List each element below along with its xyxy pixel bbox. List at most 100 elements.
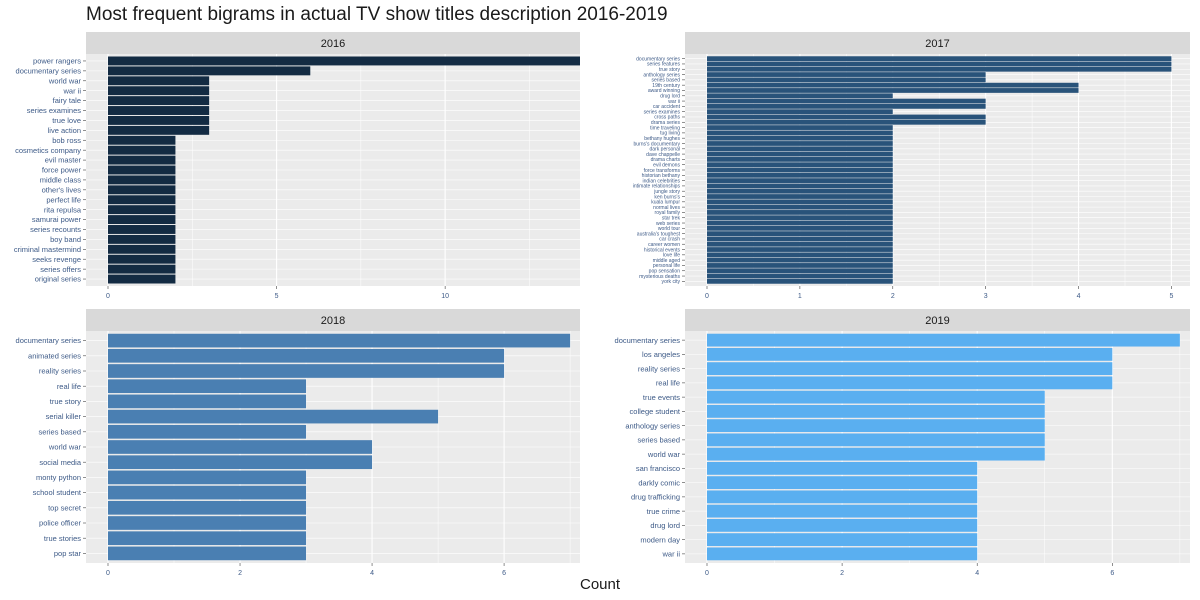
y-tick-label: evil master [45, 156, 82, 165]
bar [707, 547, 978, 561]
bar [707, 347, 1113, 361]
y-tick-label: drama charts [651, 157, 681, 163]
bar [108, 364, 505, 378]
facet-strip-label: 2019 [925, 315, 949, 327]
y-tick-label: tug living [660, 131, 680, 137]
facet-panel-2019: 2019 0 2 4 6 documentary series los angeles rea… [615, 309, 1190, 577]
bar [707, 72, 986, 77]
bar [108, 215, 176, 225]
bar [707, 390, 1045, 404]
bar [707, 88, 1079, 93]
bar [707, 188, 893, 194]
y-tick-label: burns's documentary [633, 141, 680, 147]
y-tick-label: war ii [668, 99, 680, 105]
bar [108, 500, 307, 515]
x-tick-label: 5 [1169, 293, 1173, 300]
y-tick-label: true crime [647, 507, 680, 516]
y-tick-label: rita repulsa [44, 205, 82, 214]
y-tick-label: world war [48, 76, 82, 85]
y-tick-label: san francisco [636, 464, 680, 473]
y-tick-label: reality series [638, 364, 680, 373]
y-tick-label: true story [50, 397, 82, 406]
y-tick-label: drug lord [650, 521, 680, 530]
y-tick-label: series based [651, 78, 680, 84]
bar [108, 379, 307, 394]
bar [108, 254, 176, 264]
y-tick-label: star trek [662, 215, 681, 221]
bar [108, 333, 571, 348]
y-tick-label: career women [648, 242, 680, 248]
y-tick-label: drug lord [660, 94, 680, 100]
x-tick-label: 0 [106, 293, 110, 300]
y-tick-label: time traveling [650, 125, 680, 131]
facet-strip [685, 32, 1190, 54]
y-tick-label: series examines [644, 109, 681, 115]
y-tick-label: college student [630, 407, 681, 416]
bar [707, 518, 978, 532]
x-tick-label: 2 [840, 570, 844, 577]
bar [108, 125, 210, 135]
x-tick-label: 1 [798, 293, 802, 300]
bar [707, 210, 893, 215]
y-tick-label: documentary series [16, 336, 82, 345]
y-tick-label: world war [647, 450, 681, 459]
bar [707, 146, 893, 152]
x-tick-label: 0 [705, 570, 709, 577]
bar [707, 77, 986, 83]
bar [108, 115, 210, 125]
y-tick-label: documentary series [636, 56, 680, 62]
bar [707, 236, 893, 242]
bar [707, 490, 978, 504]
y-tick-label: series based [38, 427, 81, 436]
facet-strip-label: 2016 [321, 38, 345, 50]
y-tick-label: web series [656, 221, 681, 227]
bar [108, 348, 505, 363]
y-tick-label: true stories [44, 534, 81, 543]
bar [707, 461, 978, 475]
bar [108, 205, 176, 215]
bar [108, 145, 176, 155]
y-tick-label: bob ross [52, 136, 81, 145]
y-tick-label: drama series [651, 120, 681, 126]
y-tick-label: pop sensation [649, 269, 681, 275]
bar [707, 404, 1045, 418]
y-tick-label: modern day [640, 535, 680, 544]
y-tick-label: cosmetics company [15, 146, 81, 155]
y-tick-label: darkly comic [638, 478, 680, 487]
bar [707, 220, 893, 226]
facet-panel-2018: 2018 0 2 4 6 documentary series animated serie… [16, 309, 580, 577]
y-tick-label: true events [643, 393, 680, 402]
bar [707, 476, 978, 490]
bar [707, 141, 893, 146]
y-tick-label: drug trafficking [631, 493, 680, 502]
facet-strip-label: 2018 [321, 315, 345, 327]
y-tick-label: historical events [644, 247, 681, 253]
y-tick-label: dave chappelle [646, 152, 680, 158]
y-tick-label: monty python [36, 473, 81, 482]
y-tick-label: kuala lumpur [651, 200, 680, 206]
y-tick-label: top secret [48, 503, 82, 512]
bar [108, 56, 580, 66]
facet-strip [86, 32, 580, 54]
y-tick-label: historian bethany [642, 173, 681, 179]
bar [707, 130, 893, 136]
y-tick-label: royal family [655, 210, 681, 216]
bar [707, 215, 893, 221]
bar [707, 172, 893, 178]
bar [108, 424, 307, 439]
y-tick-label: mysterious deaths [639, 274, 680, 280]
bar [108, 225, 176, 234]
bar [108, 135, 176, 145]
y-tick-label: cross paths [654, 115, 680, 121]
y-tick-label: anthology series [625, 421, 680, 430]
bar [707, 204, 893, 210]
y-tick-label: middle aged [653, 258, 681, 264]
bar [707, 225, 893, 231]
bar [108, 470, 307, 485]
y-tick-label: war ii [62, 86, 81, 95]
bar [108, 409, 439, 424]
y-tick-label: documentary series [16, 66, 82, 75]
facet-strip-label: 2017 [925, 38, 949, 50]
